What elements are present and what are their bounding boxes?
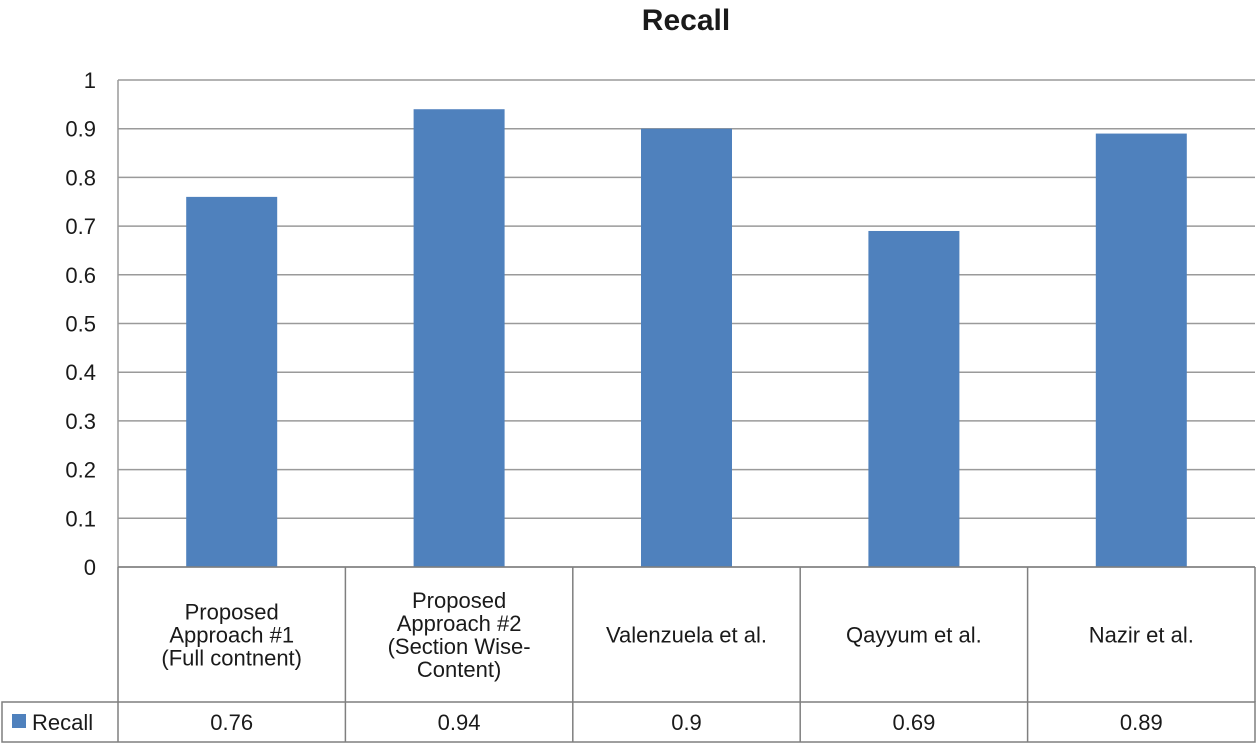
y-tick-label: 0.8	[65, 165, 96, 190]
category-label: Proposed Approach #1 (Full contnent)	[161, 600, 302, 671]
category-label: Proposed Approach #2 (Section Wise-Content…	[388, 588, 531, 682]
data-label: 0.94	[438, 710, 481, 735]
category-label: Nazir et al.	[1089, 623, 1194, 648]
bar	[1095, 133, 1187, 567]
bar	[868, 230, 960, 567]
category-label-line: Nazir et al.	[1089, 623, 1194, 648]
bar	[413, 109, 505, 567]
legend-label: Recall	[32, 710, 93, 735]
y-tick-label: 0.7	[65, 214, 96, 239]
data-label: 0.76	[210, 710, 253, 735]
category-label-line: Qayyum et al.	[846, 623, 982, 648]
category-label-line: (Section Wise-	[388, 634, 531, 659]
category-label-line: Proposed	[412, 588, 506, 613]
category-label-line: Proposed	[185, 600, 279, 625]
y-tick-label: 0	[84, 555, 96, 580]
legend-swatch	[12, 714, 26, 728]
y-tick-label: 0.2	[65, 458, 96, 483]
bars	[186, 109, 1187, 567]
category-label-line: (Full contnent)	[161, 646, 302, 671]
category-label-line: Valenzuela et al.	[606, 623, 767, 648]
y-tick-label: 1	[84, 68, 96, 93]
data-label: 0.89	[1120, 710, 1163, 735]
data-table: Proposed Approach #1 (Full contnent)Propos…	[1, 566, 1256, 743]
y-tick-label: 0.1	[65, 506, 96, 531]
data-label: 0.9	[671, 710, 702, 735]
bar	[186, 196, 278, 567]
y-tick-label: 0.6	[65, 263, 96, 288]
category-label-line: Approach #2	[397, 611, 522, 636]
y-axis-ticks: 0 0.1 0.2 0.3 0.4 0.5 0.6 0.7 0.8 0.9 1	[65, 68, 96, 580]
y-tick-label: 0.3	[65, 409, 96, 434]
category-label: Qayyum et al.	[846, 623, 982, 648]
category-label: Valenzuela et al.	[606, 623, 767, 648]
table-value-row	[1, 701, 1256, 743]
y-tick-label: 0.5	[65, 312, 96, 337]
y-tick-label: 0.9	[65, 117, 96, 142]
data-label: 0.69	[892, 710, 935, 735]
category-label-line: Content)	[417, 657, 501, 682]
category-label-line: Approach #1	[169, 623, 294, 648]
chart-title: Recall	[642, 4, 730, 37]
y-tick-label: 0.4	[65, 360, 96, 385]
bar	[641, 128, 732, 567]
